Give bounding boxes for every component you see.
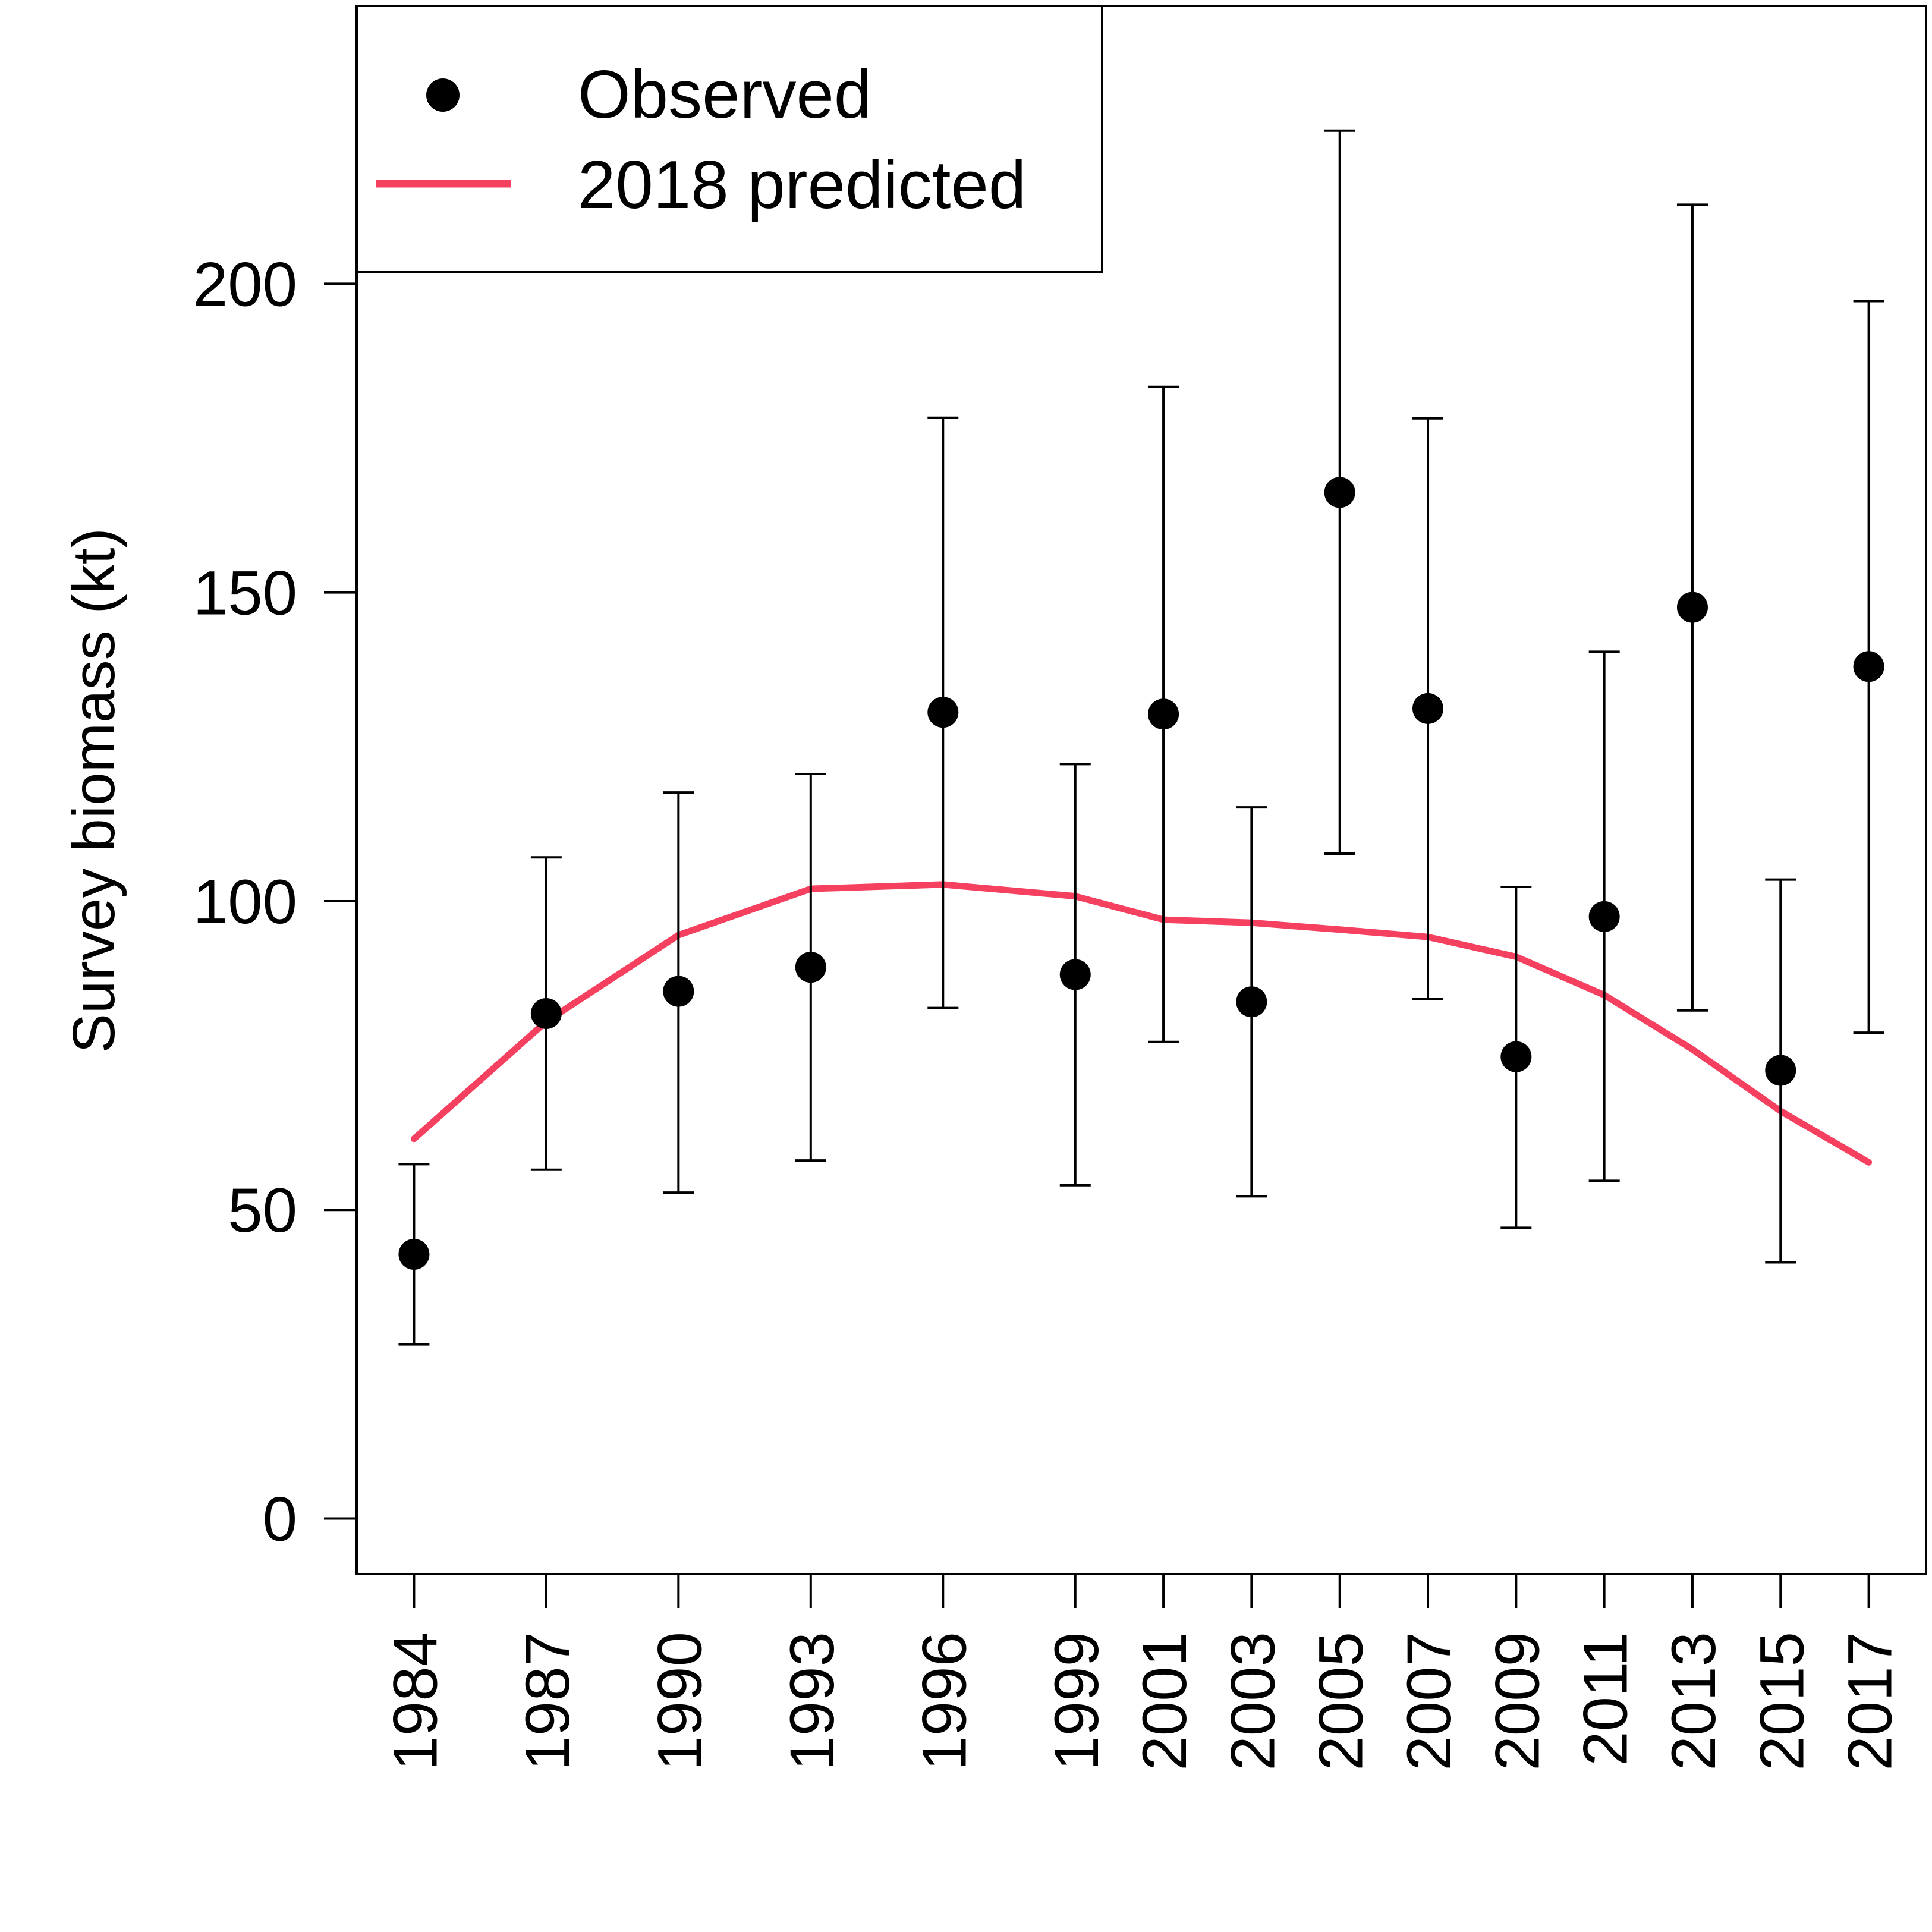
observed-point (1676, 591, 1708, 623)
x-tick-label: 2001 (1130, 1632, 1200, 1771)
y-axis-label: Survey biomass (kt) (61, 528, 127, 1053)
observed-points-layer (398, 477, 1884, 1270)
observed-point (1588, 901, 1620, 932)
observed-point (927, 697, 959, 728)
y-tick-label: 50 (228, 1176, 297, 1245)
x-tick-label: 1993 (778, 1632, 847, 1771)
observed-point (1148, 698, 1179, 730)
x-tick-label: 2011 (1571, 1632, 1641, 1766)
x-tick-label: 2005 (1307, 1632, 1376, 1771)
y-tick-label: 0 (263, 1485, 297, 1555)
x-tick-label: 2007 (1395, 1632, 1464, 1771)
x-tick-label: 1987 (513, 1632, 583, 1771)
legend-box (355, 5, 1103, 273)
legend-observed-symbol (426, 78, 460, 112)
x-axis: 1984 1987 1990 1993 1996 1999 2001 2003 2005 2007… (380, 1574, 1905, 1771)
x-tick-label: 2003 (1218, 1632, 1288, 1771)
legend: Observed 2018 predicted (355, 5, 1103, 273)
observed-point (1412, 693, 1444, 724)
y-tick-label: 150 (193, 559, 297, 628)
observed-point (1853, 651, 1884, 682)
y-axis: 0 50 100 150 200 (193, 250, 357, 1555)
plot-frame (355, 5, 1927, 1575)
legend-observed-label: Observed (578, 57, 871, 133)
observed-point (1324, 477, 1355, 508)
y-tick-label: 100 (193, 867, 297, 937)
observed-point (1059, 959, 1091, 990)
observed-point (530, 998, 562, 1029)
y-tick-label: 200 (193, 250, 297, 319)
x-tick-label: 1990 (645, 1632, 715, 1771)
observed-point (1236, 986, 1267, 1018)
observed-point (1500, 1041, 1532, 1072)
x-tick-label: 1999 (1042, 1632, 1112, 1771)
legend-predicted-label: 2018 predicted (578, 147, 1026, 223)
x-tick-label: 2017 (1836, 1632, 1905, 1771)
x-tick-label: 1996 (910, 1632, 979, 1771)
x-tick-label: 1984 (380, 1632, 450, 1771)
observed-point (795, 952, 826, 983)
observed-point (398, 1239, 430, 1270)
x-tick-label: 2013 (1659, 1632, 1729, 1771)
x-tick-label: 2009 (1483, 1632, 1552, 1771)
observed-point (1765, 1055, 1796, 1086)
x-tick-label: 2015 (1747, 1632, 1817, 1771)
observed-point (663, 976, 694, 1007)
